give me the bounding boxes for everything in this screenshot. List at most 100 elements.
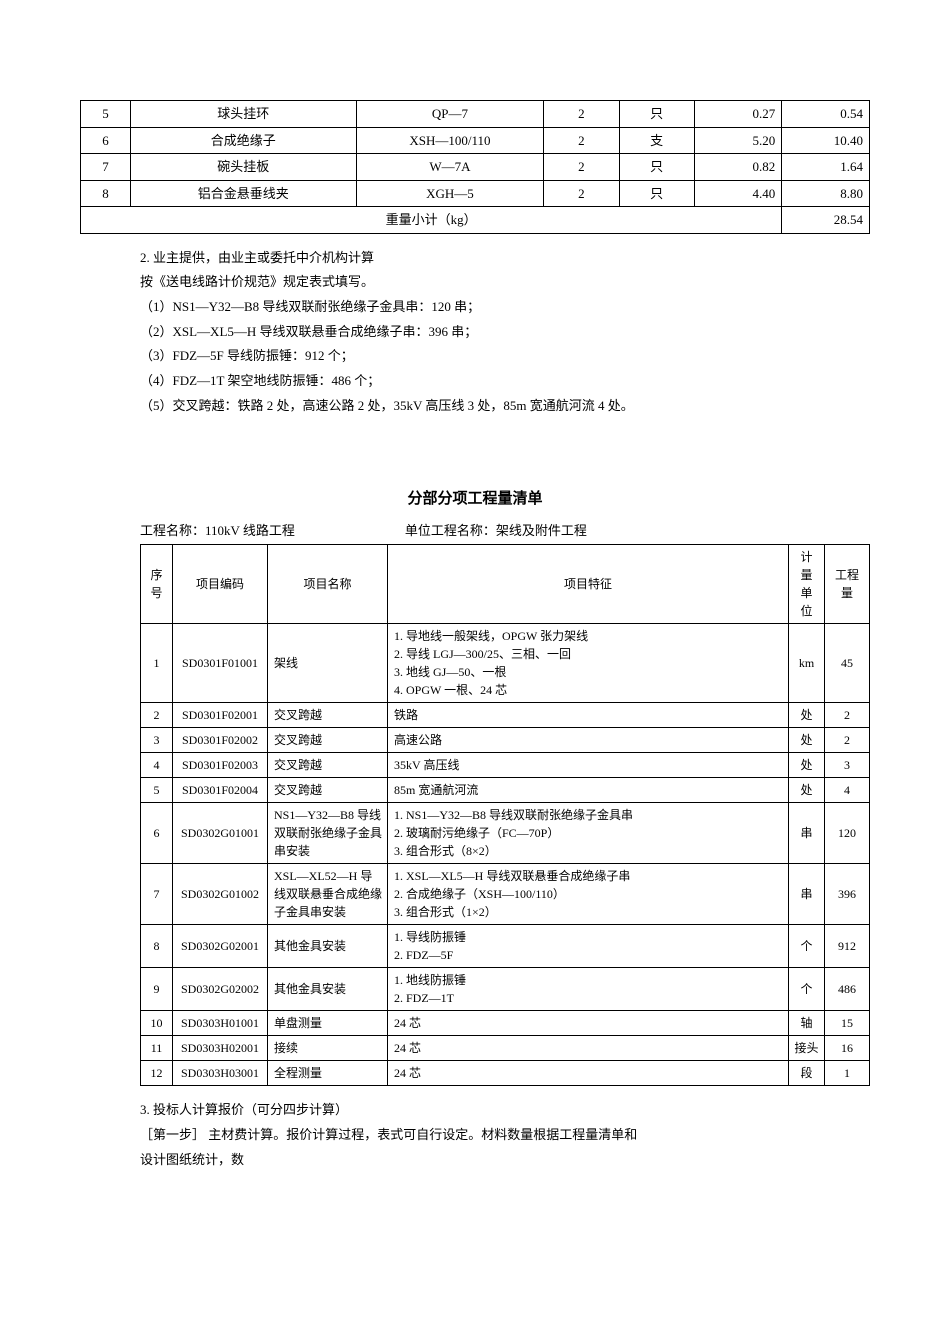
after-line: 设计图纸统计，数 [140,1148,870,1173]
note-line: 2. 业主提供，由业主或委托中介机构计算 [140,246,870,271]
cell: SD0301F02004 [173,778,268,803]
cell: 轴 [789,1011,825,1036]
cell: SD0302G02002 [173,968,268,1011]
header-measure-unit: 计量单位 [789,545,825,624]
cell: 10 [141,1011,173,1036]
cell: 9 [141,968,173,1011]
cell: 只 [619,154,694,181]
cell: 1. NS1—Y32—B8 导线双联耐张绝缘子金具串2. 玻璃耐污绝缘子（FC—… [388,803,789,864]
cell: 1. 导线防振锤2. FDZ—5F [388,925,789,968]
cell: 交叉跨越 [268,778,388,803]
cell: 8 [81,180,131,207]
cell: 处 [789,753,825,778]
table-row: 9SD0302G02002其他金具安装1. 地线防振锤2. FDZ—1T个486 [141,968,870,1011]
cell: SD0301F02003 [173,753,268,778]
table-row: 6SD0302G01001NS1—Y32—B8 导线双联耐张绝缘子金具串安装1.… [141,803,870,864]
cell: 球头挂环 [131,101,356,128]
cell: 处 [789,728,825,753]
cell: 6 [81,127,131,154]
cell: XSL—XL52—H 导线双联悬垂合成绝缘子金具串安装 [268,864,388,925]
cell: 支 [619,127,694,154]
cell: NS1—Y32—B8 导线双联耐张绝缘子金具串安装 [268,803,388,864]
cell: 全程测量 [268,1061,388,1086]
cell: 1. 导地线一般架线，OPGW 张力架线2. 导线 LGJ—300/25、三相、… [388,624,789,703]
cell: 3 [825,753,870,778]
cell: 2 [544,154,619,181]
cell: 交叉跨越 [268,728,388,753]
project-name: 工程名称：110kV 线路工程 [140,521,295,541]
cell: 120 [825,803,870,864]
cell: SD0302G01002 [173,864,268,925]
cell: 只 [619,101,694,128]
table-row: 11SD0303H02001接续24 芯接头16 [141,1036,870,1061]
cell: 2 [825,728,870,753]
boq-table: 序号 项目编码 项目名称 项目特征 计量单位 工程量 1SD0301F01001… [140,544,870,1086]
cell: 7 [81,154,131,181]
cell: 5.20 [694,127,782,154]
cell: 段 [789,1061,825,1086]
cell: 8.80 [782,180,870,207]
note-line: （3）FDZ—5F 导线防振锤：912 个； [140,344,870,369]
cell: W—7A [356,154,544,181]
cell: 85m 宽通航河流 [388,778,789,803]
cell: 12 [141,1061,173,1086]
cell: SD0302G02001 [173,925,268,968]
note-line: 按《送电线路计价规范》规定表式填写。 [140,270,870,295]
table-row: 7SD0302G01002XSL—XL52—H 导线双联悬垂合成绝缘子金具串安装… [141,864,870,925]
cell: 处 [789,703,825,728]
cell: 2 [544,127,619,154]
cell: 2 [141,703,173,728]
cell: QP—7 [356,101,544,128]
cell: 6 [141,803,173,864]
cell: 1 [141,624,173,703]
cell: SD0301F01001 [173,624,268,703]
cell: 个 [789,968,825,1011]
subtotal-label: 重量小计（kg） [81,207,782,234]
cell: 10.40 [782,127,870,154]
cell: 处 [789,778,825,803]
unit-project-name: 单位工程名称：架线及附件工程 [405,521,587,541]
cell: 24 芯 [388,1036,789,1061]
cell: 8 [141,925,173,968]
cell: 单盘测量 [268,1011,388,1036]
cell: 0.54 [782,101,870,128]
cell: 4 [141,753,173,778]
cell: 交叉跨越 [268,753,388,778]
cell: 35kV 高压线 [388,753,789,778]
cell: 其他金具安装 [268,925,388,968]
header-code: 项目编码 [173,545,268,624]
table-row: 1SD0301F01001架线1. 导地线一般架线，OPGW 张力架线2. 导线… [141,624,870,703]
cell: 2 [544,101,619,128]
cell: XSH—100/110 [356,127,544,154]
after-text-block: 3. 投标人计算报价（可分四步计算） ［第一步］ 主材费计算。报价计算过程，表式… [140,1098,870,1172]
note-line: （2）XSL—XL5—H 导线双联悬垂合成绝缘子串：396 串； [140,320,870,345]
cell: 接头 [789,1036,825,1061]
cell: 碗头挂板 [131,154,356,181]
subtotal-row: 重量小计（kg）28.54 [81,207,870,234]
note-line: （1）NS1—Y32—B8 导线双联耐张绝缘子金具串：120 串； [140,295,870,320]
cell: 1.64 [782,154,870,181]
table-row: 6合成绝缘子XSH—100/1102支5.2010.40 [81,127,870,154]
table-row: 7碗头挂板W—7A2只0.821.64 [81,154,870,181]
cell: 16 [825,1036,870,1061]
cell: 5 [141,778,173,803]
cell: km [789,624,825,703]
cell: 5 [81,101,131,128]
cell: 7 [141,864,173,925]
cell: 3 [141,728,173,753]
cell: 2 [825,703,870,728]
cell: SD0303H02001 [173,1036,268,1061]
table-row: 2SD0301F02001交叉跨越铁路处2 [141,703,870,728]
cell: 2 [544,180,619,207]
note-line: （4）FDZ—1T 架空地线防振锤：486 个； [140,369,870,394]
cell: SD0303H01001 [173,1011,268,1036]
cell: XGH—5 [356,180,544,207]
table-row: 5球头挂环QP—72只0.270.54 [81,101,870,128]
cell: 1. XSL—XL5—H 导线双联悬垂合成绝缘子串2. 合成绝缘子（XSH—10… [388,864,789,925]
cell: 1 [825,1061,870,1086]
cell: SD0301F02001 [173,703,268,728]
cell: 架线 [268,624,388,703]
cell: 合成绝缘子 [131,127,356,154]
cell: 铝合金悬垂线夹 [131,180,356,207]
cell: SD0303H03001 [173,1061,268,1086]
